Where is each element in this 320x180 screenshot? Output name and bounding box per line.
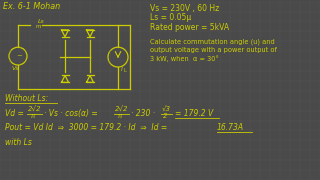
Text: 2√2: 2√2 [115, 107, 129, 113]
Text: I: I [121, 67, 123, 72]
Text: with Ls: with Ls [5, 138, 32, 147]
Text: 3 kW, when  α = 30°: 3 kW, when α = 30° [150, 55, 219, 62]
Text: Vs = 230V , 60 Hz: Vs = 230V , 60 Hz [150, 4, 219, 13]
Text: Without Ls:: Without Ls: [5, 94, 48, 103]
Text: = 179.2 V: = 179.2 V [175, 109, 213, 118]
Text: π: π [118, 112, 122, 119]
Text: 2√2: 2√2 [28, 107, 42, 113]
Text: π: π [31, 112, 35, 119]
Text: L: L [124, 68, 127, 73]
Text: output voltage with a power output of: output voltage with a power output of [150, 47, 277, 53]
Text: Ex. 6-1 Mohan: Ex. 6-1 Mohan [3, 2, 60, 11]
Text: m: m [35, 24, 41, 29]
Text: Vd =: Vd = [5, 109, 24, 118]
Text: 16.73A: 16.73A [217, 123, 244, 132]
Text: Calculate commutation angle (u) and: Calculate commutation angle (u) and [150, 38, 275, 45]
Text: · 230 ·: · 230 · [131, 109, 155, 118]
Text: Ls: Ls [38, 19, 45, 24]
Text: √3: √3 [162, 107, 171, 113]
Text: Ls = 0.05μ: Ls = 0.05μ [150, 14, 191, 22]
Text: Vs: Vs [12, 66, 20, 71]
Text: Pout = Vd Id  ⇒  3000 = 179.2 · Id  ⇒  Id =: Pout = Vd Id ⇒ 3000 = 179.2 · Id ⇒ Id = [5, 123, 167, 132]
Text: · Vs · cos(α) =: · Vs · cos(α) = [44, 109, 98, 118]
Text: 2: 2 [163, 112, 167, 119]
Text: Rated power = 5kVA: Rated power = 5kVA [150, 23, 229, 32]
Text: ~: ~ [16, 53, 22, 59]
